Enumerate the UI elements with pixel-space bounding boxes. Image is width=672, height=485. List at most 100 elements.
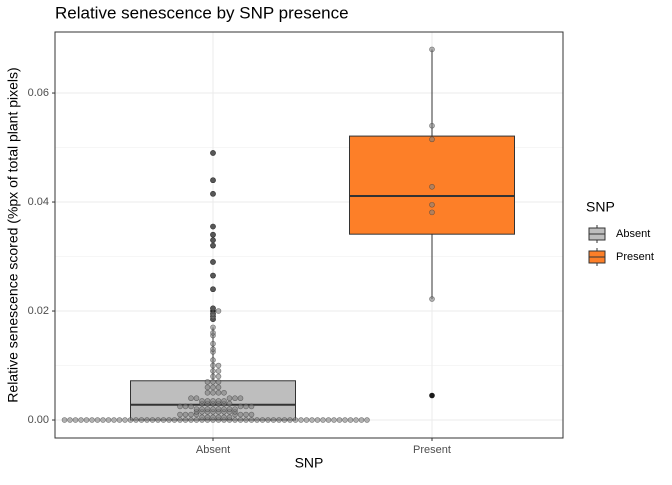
data-point: [215, 414, 222, 421]
data-point: [243, 417, 249, 423]
data-point: [182, 403, 189, 410]
data-point: [210, 406, 216, 412]
data-point: [226, 406, 233, 412]
data-point: [342, 417, 348, 423]
data-point: [429, 122, 435, 129]
data-point: [298, 417, 304, 423]
data-point: [429, 136, 435, 143]
data-point: [292, 417, 299, 423]
data-point: [210, 346, 216, 352]
data-point: [204, 384, 211, 391]
data-point: [105, 417, 112, 423]
data-point: [215, 398, 222, 404]
y-tick-label: 0.06: [28, 87, 49, 99]
data-point: [204, 414, 211, 421]
outlier: [429, 392, 435, 399]
x-tick-label: Absent: [196, 444, 230, 456]
data-point: [429, 46, 435, 53]
data-point: [182, 411, 189, 418]
data-point: [232, 417, 238, 423]
data-point: [210, 362, 216, 369]
data-point: [193, 417, 200, 423]
data-point: [210, 177, 216, 184]
data-point: [237, 395, 244, 402]
data-point: [182, 417, 189, 423]
data-point: [144, 417, 150, 423]
data-point: [210, 191, 216, 197]
x-axis-label: SNP: [295, 455, 324, 471]
data-point: [72, 417, 79, 423]
data-point: [309, 417, 315, 423]
data-point: [127, 417, 134, 423]
data-point: [89, 417, 95, 423]
y-tick-label: 0.04: [28, 196, 49, 208]
data-point: [61, 417, 68, 423]
data-point: [210, 223, 216, 230]
data-point: [232, 395, 238, 402]
data-point: [210, 286, 216, 293]
data-point: [265, 417, 271, 423]
data-point: [243, 403, 249, 410]
data-point: [171, 417, 178, 423]
data-point: [215, 379, 222, 385]
data-point: [215, 389, 222, 396]
data-point: [204, 389, 211, 396]
data-point: [193, 406, 200, 412]
data-point: [243, 411, 249, 418]
data-point: [177, 411, 183, 418]
data-point: [204, 398, 211, 404]
data-point: [210, 373, 216, 380]
data-point: [210, 398, 216, 404]
data-point: [94, 417, 101, 423]
data-point: [210, 414, 216, 421]
plot-border: [54, 31, 564, 439]
y-tick-label: 0.00: [28, 414, 49, 426]
data-point: [325, 417, 332, 423]
data-point: [358, 417, 365, 423]
data-point: [177, 417, 183, 423]
data-point: [210, 272, 216, 279]
data-point: [237, 417, 244, 423]
data-point: [221, 406, 227, 412]
data-point: [210, 305, 216, 312]
data-point: [215, 368, 222, 374]
data-point: [160, 417, 167, 423]
data-point: [199, 398, 205, 404]
data-point: [138, 417, 145, 423]
data-point: [210, 242, 216, 249]
data-point: [199, 414, 205, 421]
data-point: [232, 406, 238, 412]
legend-label: Absent: [616, 228, 650, 240]
x-tick-label: Present: [413, 444, 451, 456]
data-point: [303, 417, 310, 423]
data-point: [215, 308, 222, 314]
data-point: [226, 414, 233, 421]
data-point: [429, 209, 435, 216]
data-point: [215, 384, 222, 391]
data-point: [199, 406, 205, 412]
data-point: [276, 417, 282, 423]
data-point: [210, 259, 216, 265]
data-point: [215, 373, 222, 380]
data-point: [221, 414, 227, 421]
data-point: [210, 150, 216, 156]
data-point: [210, 324, 216, 331]
data-point: [177, 403, 183, 410]
data-point: [193, 395, 200, 402]
data-point: [210, 310, 216, 317]
chart-title: Relative senescence by SNP presence: [55, 3, 349, 22]
data-point: [210, 384, 216, 391]
data-point: [226, 395, 233, 402]
data-point: [188, 411, 194, 418]
data-point: [331, 417, 337, 423]
data-point: [221, 389, 227, 396]
data-point: [122, 417, 128, 423]
data-point: [221, 398, 227, 404]
data-point: [287, 417, 293, 423]
data-point: [270, 417, 277, 423]
data-point: [314, 417, 321, 423]
data-point: [133, 417, 139, 423]
data-point: [155, 417, 161, 423]
data-point: [215, 362, 222, 369]
data-point: [237, 403, 244, 410]
